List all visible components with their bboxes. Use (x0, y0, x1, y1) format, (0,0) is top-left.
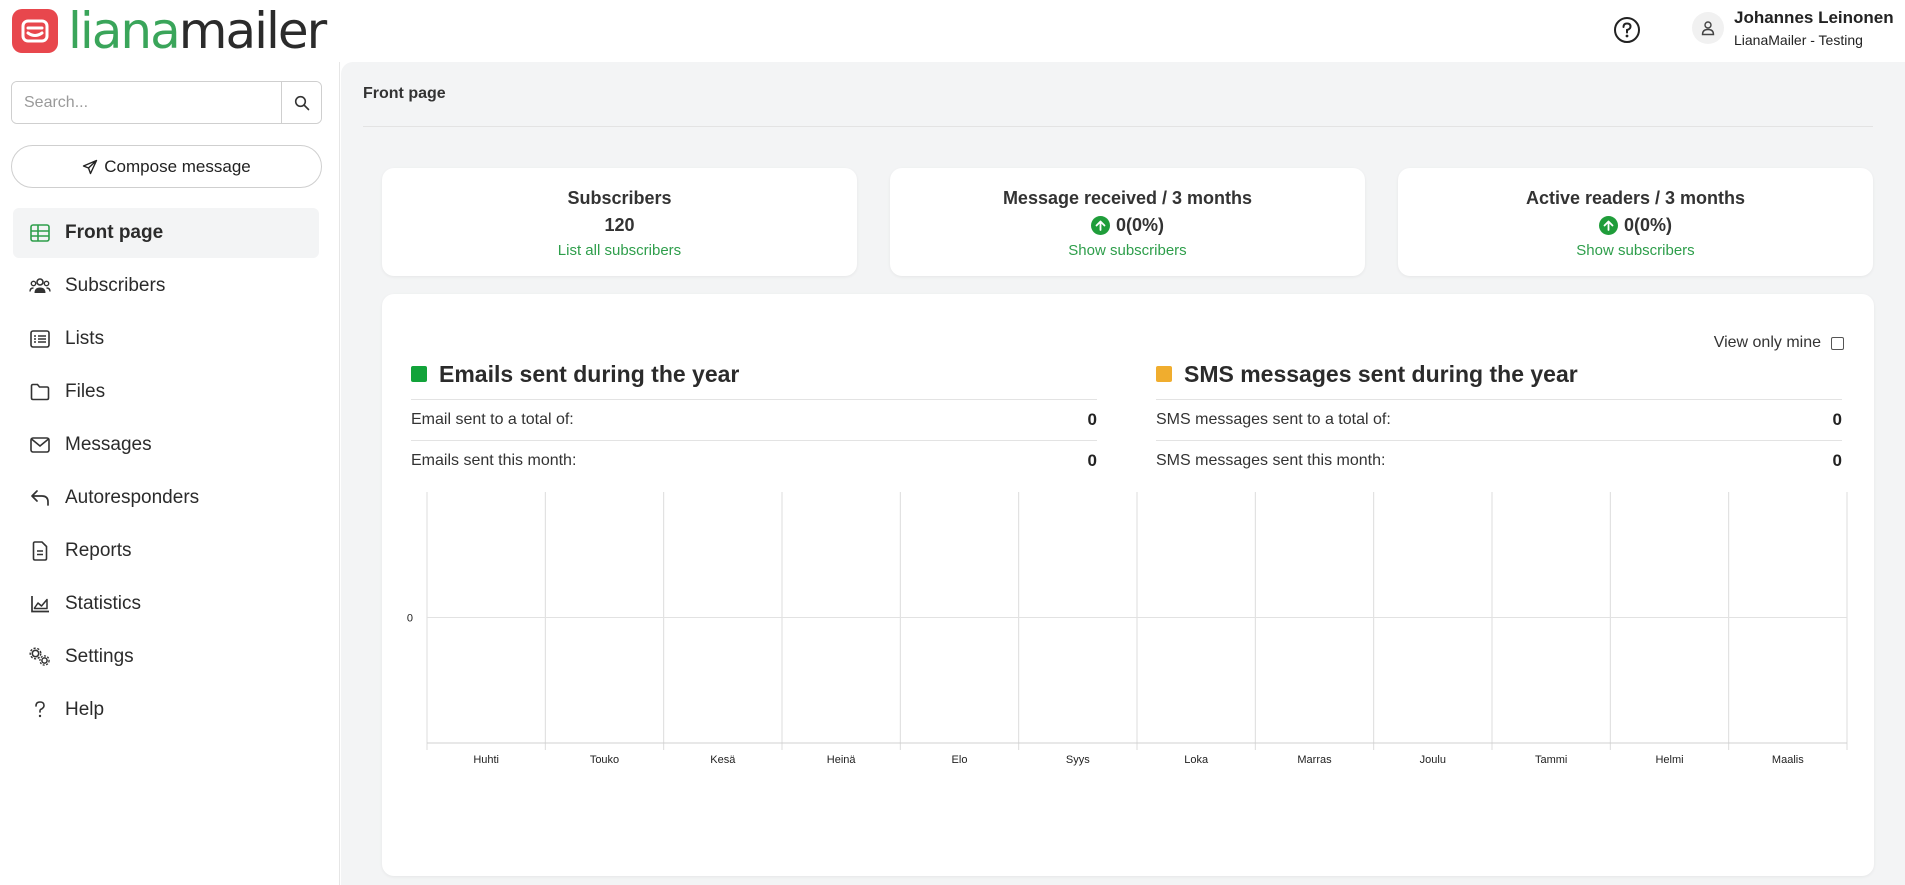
emails-total-row: Email sent to a total of: 0 (411, 399, 1097, 440)
nav-item-files[interactable]: Files (13, 367, 319, 417)
nav-label: Settings (65, 646, 134, 667)
folder-icon (29, 381, 51, 403)
grid-icon (29, 222, 51, 244)
view-only-mine-toggle[interactable]: View only mine (1714, 334, 1844, 352)
user-menu[interactable]: Johannes Leinonen LianaMailer - Testing (1692, 8, 1894, 48)
stat-title: Message received / 3 months (1002, 188, 1253, 208)
nav-label: Statistics (65, 593, 142, 614)
help-icon[interactable] (1613, 16, 1641, 44)
nav-item-help[interactable]: Help (13, 685, 319, 735)
nav-item-settings[interactable]: Settings (13, 632, 319, 682)
stat-title: Subscribers (567, 188, 672, 208)
active-readers-stat-card: Active readers / 3 months 0(0%) Show sub… (1398, 168, 1873, 276)
sms-month-row: SMS messages sent this month: 0 (1156, 440, 1842, 481)
arrow-up-icon (1090, 216, 1110, 235)
nav-item-autoresponders[interactable]: Autoresponders (13, 473, 319, 523)
gears-icon (29, 646, 51, 668)
nav-label: Messages (65, 434, 152, 455)
nav-item-front-page[interactable]: Front page (13, 208, 319, 258)
x-tick-label: Syys (1066, 754, 1090, 766)
x-tick-label: Joulu (1420, 754, 1446, 766)
nav-item-reports[interactable]: Reports (13, 526, 319, 576)
messages-received-stat-card: Message received / 3 months 0(0%) Show s… (890, 168, 1365, 276)
nav-item-lists[interactable]: Lists (13, 314, 319, 364)
lianamailer-logo[interactable]: lianamailer (12, 2, 327, 60)
search-button[interactable] (281, 82, 321, 123)
user-organization: LianaMailer - Testing (1734, 32, 1863, 48)
x-tick-label: Heinä (827, 754, 857, 766)
emails-month-row: Emails sent this month: 0 (411, 440, 1097, 481)
document-icon (29, 540, 51, 562)
nav-label: Lists (65, 328, 105, 349)
view-only-mine-checkbox[interactable] (1831, 336, 1844, 350)
stat-value: 120 (604, 215, 635, 235)
sms-title: SMS messages sent during the year (1184, 360, 1578, 387)
x-tick-label: Marras (1297, 754, 1332, 766)
sms-total-row: SMS messages sent to a total of: 0 (1156, 399, 1842, 440)
list-all-subscribers-link[interactable]: List all subscribers (557, 242, 682, 259)
x-tick-label: Huhti (473, 754, 499, 766)
view-only-mine-label: View only mine (1713, 334, 1821, 351)
users-icon (29, 275, 51, 297)
nav-label: Reports (65, 540, 132, 561)
x-tick-label: Maalis (1772, 754, 1804, 766)
emails-title: Emails sent during the year (439, 360, 740, 387)
top-header: lianamailer Johannes Leinonen LianaMaile… (0, 0, 1905, 62)
stat-value: 0(0%) (890, 215, 1365, 236)
x-tick-label: Kesä (710, 754, 736, 766)
nav-label: Help (65, 699, 105, 720)
user-avatar-icon (1692, 12, 1724, 44)
x-tick-label: Helmi (1655, 754, 1683, 766)
nav-label: Files (65, 381, 106, 402)
envelope-icon (29, 434, 51, 456)
search-input[interactable] (12, 82, 281, 123)
sending-overview-card: View only mine Emails sent during the ye… (382, 294, 1874, 876)
nav-label: Subscribers (65, 275, 166, 296)
nav-item-messages[interactable]: Messages (13, 420, 319, 470)
x-tick-label: Elo (952, 754, 968, 766)
chart-icon (29, 593, 51, 615)
show-subscribers-link[interactable]: Show subscribers (1576, 242, 1695, 259)
x-tick-label: Tammi (1535, 754, 1567, 766)
sidebar: Compose message Front page Subscribers L… (0, 62, 340, 885)
question-icon (29, 699, 51, 721)
nav-item-subscribers[interactable]: Subscribers (13, 261, 319, 311)
arrow-up-icon (1598, 216, 1618, 235)
x-tick-label: Touko (590, 754, 619, 766)
stat-value: 0(0%) (1398, 215, 1873, 236)
show-subscribers-link[interactable]: Show subscribers (1068, 242, 1187, 259)
search-box (11, 81, 322, 124)
compose-message-button[interactable]: Compose message (11, 145, 322, 188)
list-icon (29, 328, 51, 350)
main-navigation: Front page Subscribers Lists Files Messa… (13, 208, 319, 738)
logo-mark-icon (12, 9, 58, 53)
stat-title: Active readers / 3 months (1525, 188, 1746, 208)
breadcrumb-divider (363, 126, 1873, 127)
sms-legend-swatch (1156, 366, 1172, 382)
emails-summary: Emails sent during the year Email sent t… (411, 358, 1097, 481)
nav-label: Front page (65, 222, 164, 243)
compose-label: Compose message (104, 156, 251, 176)
reply-icon (29, 487, 51, 509)
yearly-sending-chart: 0 Huhti Touko Kesä Heinä Elo Syys Loka Marras Jou… (407, 492, 1848, 766)
user-name: Johannes Leinonen (1734, 8, 1894, 27)
search-icon (294, 95, 309, 110)
nav-label: Autoresponders (65, 487, 200, 508)
subscribers-stat-card: Subscribers 120 List all subscribers (382, 168, 857, 276)
email-legend-swatch (411, 366, 427, 382)
breadcrumb: Front page (363, 85, 446, 102)
main-content: Front page Subscribers 120 List all subs… (341, 62, 1905, 885)
send-icon (83, 159, 98, 174)
y-tick-label: 0 (407, 613, 413, 625)
logo-wordmark: lianamailer (68, 2, 327, 60)
sms-summary: SMS messages sent during the year SMS me… (1156, 358, 1842, 481)
nav-item-statistics[interactable]: Statistics (13, 579, 319, 629)
x-tick-label: Loka (1184, 754, 1209, 766)
